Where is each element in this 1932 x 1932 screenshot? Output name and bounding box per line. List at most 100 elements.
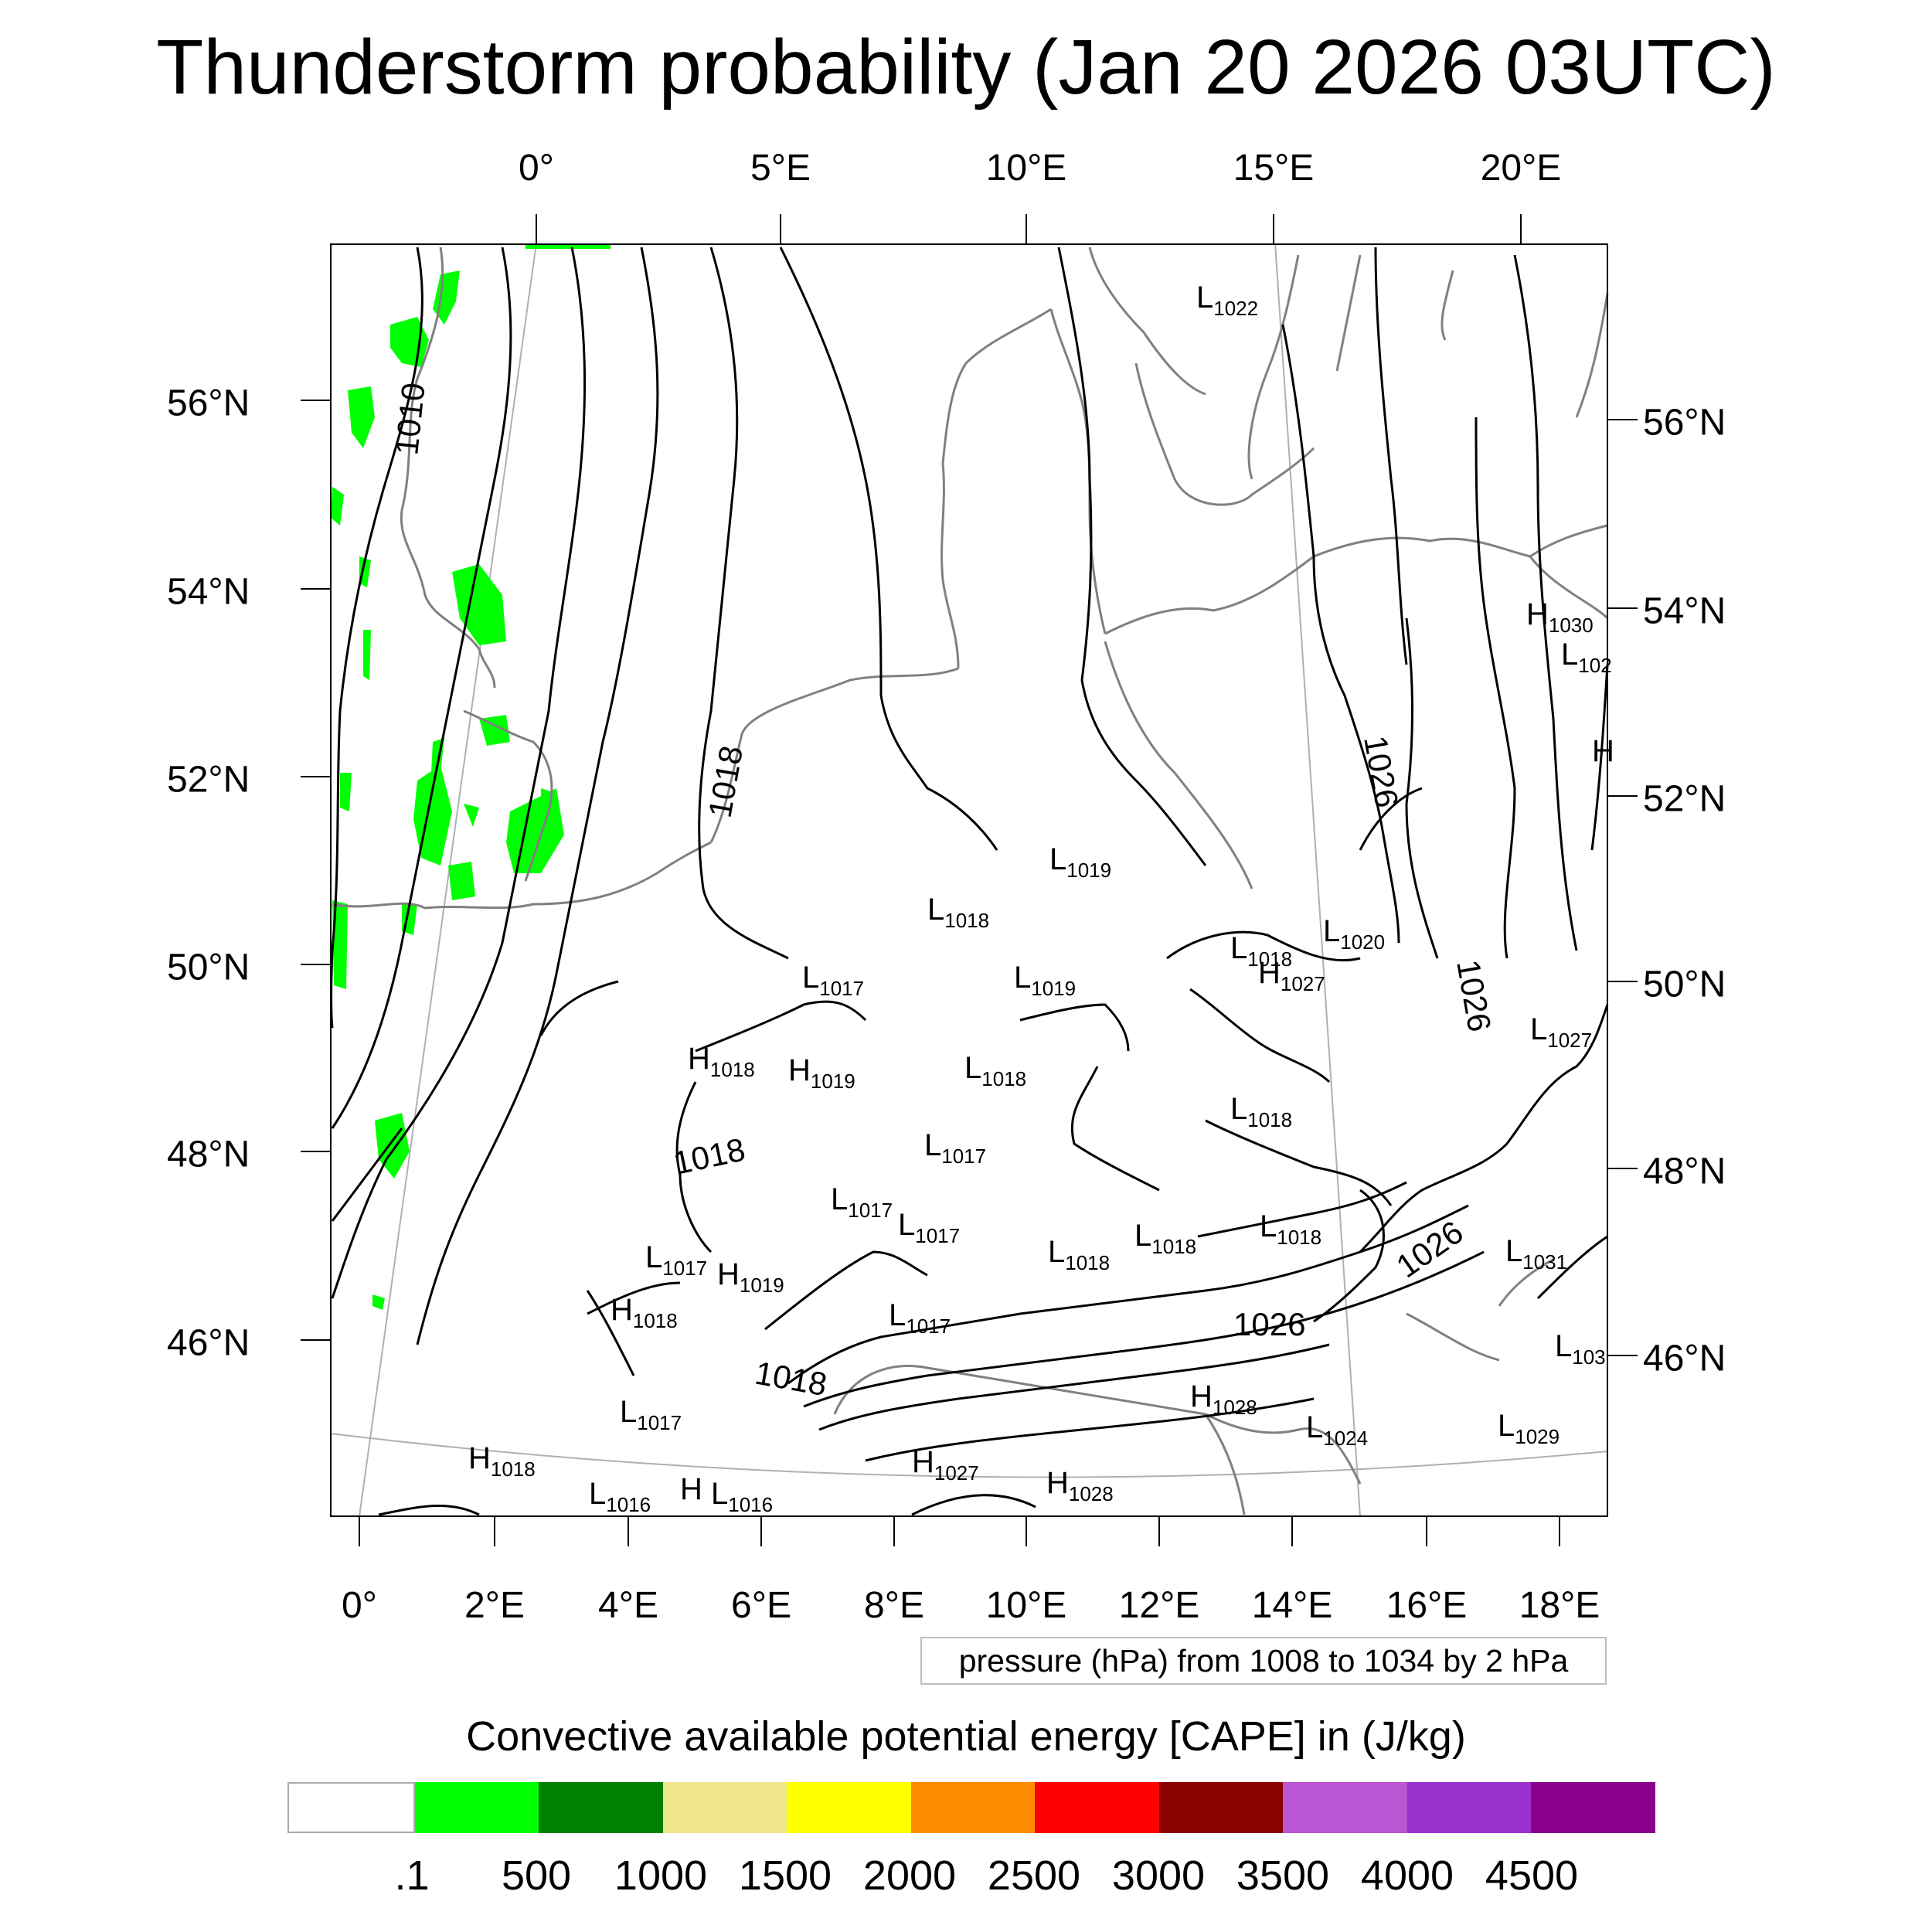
right-lat-label: 50°N (1643, 964, 1726, 1005)
bottom-lon-label: 14°E (1251, 1585, 1333, 1626)
bottom-lon-label: 16°E (1386, 1585, 1468, 1626)
isobar-label: 1018 (702, 743, 750, 820)
pressure-center: L1017 (898, 1208, 960, 1247)
bottom-lon-label: 6°E (731, 1585, 791, 1626)
pressure-center: L1018 (1048, 1235, 1110, 1274)
colorbar-swatch (1283, 1782, 1407, 1833)
isobar-label: 1026 (1450, 957, 1498, 1034)
cape-colorbar (287, 1782, 1656, 1833)
legend-title: Convective available potential energy [C… (466, 1713, 1466, 1760)
colorbar-label: 3000 (1111, 1852, 1206, 1899)
pressure-center: L1024 (1306, 1410, 1368, 1450)
colorbar-swatch (414, 1782, 539, 1833)
pressure-center: H1027 (912, 1445, 979, 1485)
colorbar-label: 4500 (1485, 1852, 1579, 1899)
pressure-center: L1031 (1505, 1234, 1567, 1274)
pressure-center: L1017 (889, 1298, 951, 1338)
pressure-center: L1020 (1323, 914, 1385, 954)
pressure-center: L1018 (1134, 1219, 1196, 1258)
pressure-center: H1027 (1258, 956, 1325, 995)
colorbar-swatch (539, 1782, 663, 1833)
pressure-center: H1019 (717, 1257, 784, 1297)
right-lat-label: 56°N (1643, 402, 1726, 444)
colorbar-swatch (1158, 1782, 1284, 1833)
isobars (330, 247, 1609, 1516)
pressure-center: H (680, 1472, 702, 1506)
isobar-label: 1018 (752, 1355, 829, 1403)
pressure-center: H1028 (1046, 1466, 1114, 1505)
graticule (330, 243, 1608, 1517)
pressure-center: H1018 (611, 1293, 678, 1332)
pressure-center: L1018 (1230, 1092, 1292, 1131)
plot-frame (330, 243, 1608, 1517)
colorbar-label: 1500 (738, 1852, 832, 1899)
pressure-center: L1018 (1230, 931, 1292, 971)
pressure-center: L1017 (924, 1128, 986, 1168)
right-lat-label: 52°N (1643, 778, 1726, 820)
top-lon-label: 15°E (1233, 148, 1315, 189)
pressure-center: L102 (1561, 638, 1612, 677)
left-lat-label: 50°N (167, 947, 250, 988)
colorbar-label: 4000 (1360, 1852, 1454, 1899)
pressure-center: H1030 (1526, 597, 1594, 637)
pressure-center: L1029 (1498, 1409, 1560, 1448)
coastlines (332, 247, 1609, 1515)
isobar-label: 1018 (670, 1131, 748, 1181)
right-lat-label: 54°N (1643, 590, 1726, 632)
isobar-label: 1026 (1357, 733, 1406, 810)
map-title: Thunderstorm probability (Jan 20 2026 03… (156, 24, 1776, 111)
pressure-center: L1019 (1049, 842, 1111, 882)
bottom-lon-label: 18°E (1519, 1585, 1600, 1626)
top-lon-label: 0° (519, 148, 554, 189)
pressure-center: L1018 (927, 893, 989, 932)
bottom-lon-label: 2°E (464, 1585, 525, 1626)
colorbar-label: 3500 (1236, 1852, 1330, 1899)
pressure-center: H1018 (468, 1441, 536, 1481)
right-lat-label: 48°N (1643, 1151, 1726, 1192)
left-lat-label: 48°N (167, 1134, 250, 1175)
colorbar-swatch (287, 1782, 415, 1833)
pressure-center: H1019 (788, 1053, 855, 1093)
pressure-center: L1016 (711, 1477, 773, 1516)
left-lat-label: 46°N (167, 1322, 250, 1364)
colorbar-label: .1 (394, 1852, 430, 1899)
bottom-lon-label: 8°E (864, 1585, 924, 1626)
colorbar-swatch (662, 1782, 787, 1833)
bottom-lon-label: 10°E (985, 1585, 1067, 1626)
colorbar-swatch (1531, 1782, 1656, 1833)
pressure-center: L1017 (802, 961, 864, 1000)
left-lat-label: 52°N (167, 759, 250, 801)
colorbar-label: 500 (501, 1852, 572, 1899)
pressure-center: L1016 (589, 1477, 651, 1516)
colorbar-label: 2000 (862, 1852, 957, 1899)
cape-fill (331, 243, 611, 1310)
pressure-centers: L1022 H1030 L102 H L1019 L1018 L1018 L10… (468, 281, 1614, 1516)
pressure-center: L1017 (831, 1182, 893, 1222)
left-lat-label: 54°N (167, 571, 250, 613)
pressure-info-box: pressure (hPa) from 1008 to 1034 by 2 hP… (920, 1637, 1607, 1685)
colorbar-label: 2500 (987, 1852, 1081, 1899)
pressure-center: L1017 (645, 1240, 707, 1280)
colorbar-swatch (1406, 1782, 1532, 1833)
pressure-center: L1018 (1260, 1209, 1321, 1249)
colorbar-swatch (910, 1782, 1036, 1833)
pressure-center: L1019 (1014, 961, 1076, 1000)
colorbar-swatch (787, 1782, 911, 1833)
bottom-lon-label: 12°E (1118, 1585, 1200, 1626)
pressure-center: L1022 (1196, 281, 1258, 320)
isobar-label: 1010 (388, 381, 432, 457)
pressure-center: L1018 (964, 1051, 1026, 1090)
pressure-center: L1027 (1530, 1012, 1592, 1052)
pressure-center: L1017 (620, 1395, 682, 1434)
pressure-center: L103 (1555, 1329, 1606, 1369)
colorbar-swatch (1035, 1782, 1159, 1833)
colorbar-label: 1000 (614, 1852, 708, 1899)
pressure-center: H1018 (688, 1042, 755, 1081)
bottom-lon-label: 0° (342, 1585, 377, 1626)
bottom-lon-label: 4°E (598, 1585, 658, 1626)
top-lon-label: 20°E (1480, 148, 1562, 189)
top-lon-label: 5°E (750, 148, 811, 189)
pressure-center: H (1592, 734, 1614, 768)
top-lon-label: 10°E (985, 148, 1067, 189)
